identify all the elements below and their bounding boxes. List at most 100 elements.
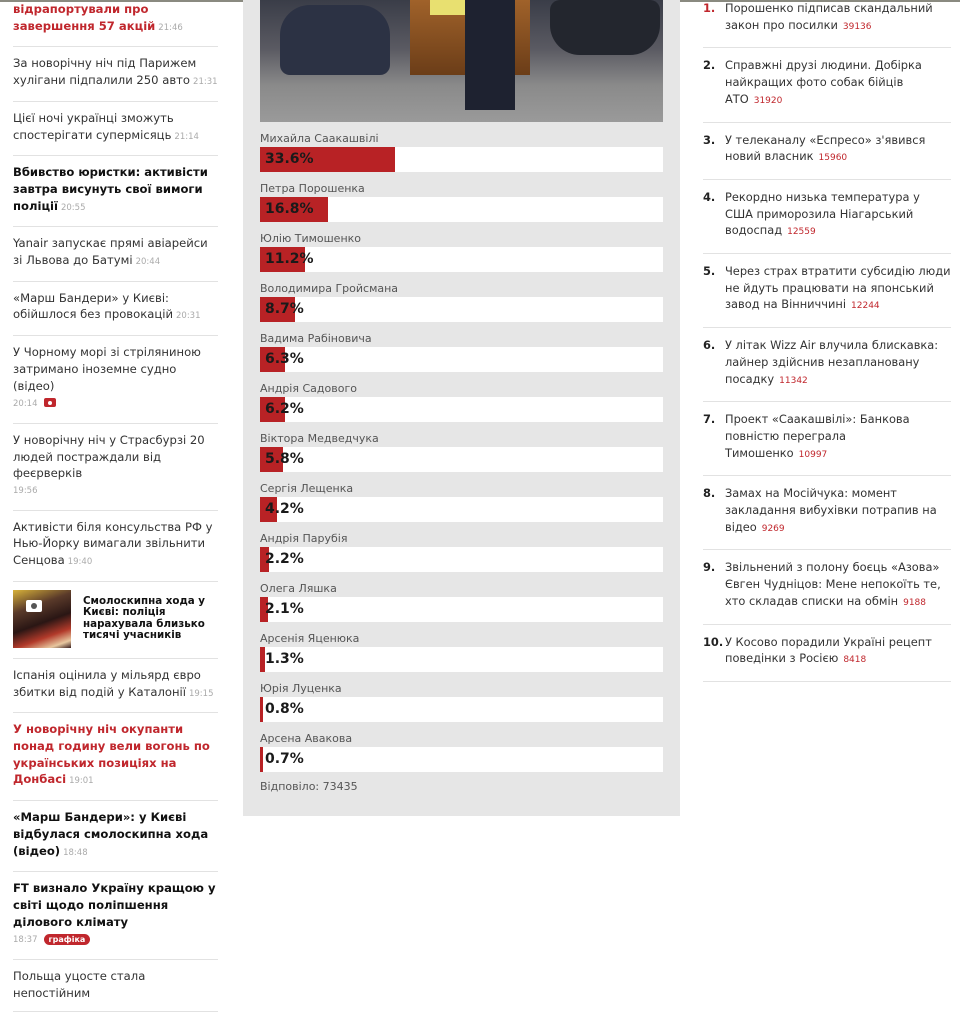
news-item[interactable]: Yanair запускає прямі авіарейси зі Львов…	[13, 227, 218, 282]
news-feed: відрапортували про завершення 57 акцій 21…	[13, 0, 218, 1012]
poll-bar-fill	[260, 197, 328, 222]
news-title[interactable]: У новорічну ніч окупанти понад годину ве…	[13, 722, 210, 787]
news-title[interactable]: У Чорному морі зі стріляниною затримано …	[13, 345, 201, 393]
news-time: 20:31	[176, 311, 201, 322]
news-title[interactable]: Смолоскипна хода у Києві: поліція нараху…	[83, 594, 206, 642]
top-news-title[interactable]: Через страх втратити субсидію люди не йд…	[725, 264, 951, 312]
poll-results: Михайла Саакашвілі 33.6% Петра Порошенка 16…	[243, 0, 680, 816]
news-tag[interactable]: графіка	[43, 934, 91, 946]
poll-answered-count: Відповіло: 73435	[260, 780, 358, 793]
poll-option: Юлію Тимошенко 11.2%	[260, 222, 663, 272]
poll-option-name: Юрія Луценка	[260, 682, 342, 695]
top-news-item[interactable]: 2. Справжні друзі людини. Добірка найкращ…	[703, 53, 951, 123]
top-news-body[interactable]: Рекордно низька температура у США примор…	[725, 189, 951, 241]
poll-option: Андрія Садового 6.2%	[260, 372, 663, 422]
top-news-title[interactable]: Замах на Мосійчука: момент закладання ви…	[725, 486, 937, 534]
top-news-body[interactable]: Звільнений з полону боєць «Азова» Євген …	[725, 559, 951, 611]
news-item[interactable]: Цієї ночі українці зможуть спостерігати …	[13, 102, 218, 157]
top-news-body[interactable]: Справжні друзі людини. Добірка найкращих…	[725, 57, 951, 109]
poll-bar-track: 0.8%	[260, 697, 663, 722]
poll-bar-fill	[260, 747, 263, 772]
top-news-item[interactable]: 1. Порошенко підписав скандальний закон п…	[703, 0, 951, 49]
news-item[interactable]: У Чорному морі зі стріляниною затримано …	[13, 336, 218, 424]
top-news-title[interactable]: Звільнений з полону боєць «Азова» Євген …	[725, 560, 941, 608]
poll-option: Олега Ляшка 2.1%	[260, 572, 663, 622]
top-news-title[interactable]: У літак Wizz Air влучила блискавка: лайн…	[725, 338, 939, 386]
news-item[interactable]: FT визнало Україну кращою у світі щодо п…	[13, 872, 218, 961]
news-title[interactable]: Вбивство юристки: активісти завтра висун…	[13, 165, 208, 213]
news-item[interactable]: Іспанія оцінила у мільярд євро збитки ві…	[13, 659, 218, 714]
top-news-title[interactable]: У Косово порадили Україні рецепт поведін…	[725, 634, 932, 666]
news-title[interactable]: «Марш Бандери» у Києві: обійшлося без пр…	[13, 290, 173, 322]
poll-option-name: Вадима Рабіновича	[260, 332, 372, 345]
poll-bar-fill	[260, 297, 296, 322]
poll-percent: 0.8%	[265, 701, 304, 717]
news-item[interactable]: У новорічну ніч у Страсбурзі 20 людей по…	[13, 424, 218, 511]
poll-bar-track: 4.2%	[260, 497, 663, 522]
news-time: 21:31	[193, 77, 218, 88]
news-title[interactable]: FT визнало Україну кращою у світі щодо п…	[13, 881, 216, 929]
poll-bar-track: 6.3%	[260, 347, 663, 372]
poll-bar-fill	[260, 447, 284, 472]
rank-number: 2.	[703, 58, 716, 73]
top-news-body[interactable]: Через страх втратити субсидію люди не йд…	[725, 263, 951, 315]
news-title[interactable]: Польща уцосте стала непостійним	[13, 969, 146, 1000]
poll-option-name: Олега Ляшка	[260, 582, 337, 595]
top-news-title[interactable]: Рекордно низька температура у США примор…	[725, 189, 920, 238]
top-news-title[interactable]: У телеканалу «Еспресо» з'явився новий вл…	[725, 132, 926, 164]
top-news-item[interactable]: 10. У Косово порадили Україні рецепт пове…	[703, 630, 951, 682]
news-item[interactable]: «Марш Бандери» у Києві: обійшлося без пр…	[13, 282, 218, 337]
top-news-body[interactable]: Замах на Мосійчука: момент закладання ви…	[725, 485, 951, 537]
news-title[interactable]: Іспанія оцінила у мільярд євро збитки ві…	[13, 667, 201, 699]
news-title[interactable]: Цієї ночі українці зможуть спостерігати …	[13, 110, 174, 142]
top-news-item[interactable]: 7. Проект «Саакашвілі»: Банкова повністю …	[703, 407, 951, 477]
news-item[interactable]: За новорічну ніч під Парижем хулігани пі…	[13, 47, 218, 102]
poll-options: Михайла Саакашвілі 33.6% Петра Порошенка 16…	[260, 122, 663, 772]
poll-bar-track: 33.6%	[260, 147, 663, 172]
news-title[interactable]: За новорічну ніч під Парижем хулігани пі…	[13, 56, 197, 88]
news-item[interactable]: Смолоскипна хода у Києві: поліція нараху…	[13, 582, 218, 659]
rank-number: 3.	[703, 132, 716, 147]
news-time: 18:48	[63, 847, 88, 858]
view-count: 9269	[761, 523, 785, 534]
top-news-item[interactable]: 4. Рекордно низька температура у США прим…	[703, 185, 951, 255]
news-time: 19:40	[67, 557, 93, 568]
top-news-item[interactable]: 6. У літак Wizz Air влучила блискавка: ла…	[703, 333, 951, 403]
poll-percent: 2.2%	[265, 551, 304, 567]
top-news-body[interactable]: У Косово порадили Україні рецепт поведін…	[725, 634, 951, 669]
news-title[interactable]: У новорічну ніч у Страсбурзі 20 людей по…	[13, 432, 205, 481]
poll-percent: 6.2%	[265, 401, 304, 417]
news-item[interactable]: Польща уцосте стала непостійним	[13, 960, 218, 1012]
news-title[interactable]: «Марш Бандери»: у Києві відбулася смолос…	[13, 810, 209, 858]
poll-percent: 33.6%	[265, 151, 314, 167]
news-item[interactable]: У новорічну ніч окупанти понад годину ве…	[13, 713, 218, 802]
news-title[interactable]: Yanair запускає прямі авіарейси зі Львов…	[13, 236, 208, 268]
top-news-item[interactable]: 5. Через страх втратити субсидію люди не …	[703, 259, 951, 329]
top-news-item[interactable]: 9. Звільнений з полону боєць «Азова» Євге…	[703, 555, 951, 625]
poll-option: Сергія Лещенка 4.2%	[260, 472, 663, 522]
view-count: 10997	[798, 449, 828, 460]
camera-icon	[43, 398, 56, 408]
poll-option: Юрія Луценка 0.8%	[260, 672, 663, 722]
top-news-title[interactable]: Проект «Саакашвілі»: Банкова повністю пе…	[725, 412, 910, 460]
top-news-body[interactable]: У літак Wizz Air влучила блискавка: лайн…	[725, 337, 951, 389]
top-news-body[interactable]: Проект «Саакашвілі»: Банкова повністю пе…	[725, 411, 951, 463]
poll-option: Арсена Авакова 0.7%	[260, 722, 663, 772]
news-title[interactable]: відрапортували про завершення 57 акцій	[13, 2, 156, 33]
news-item[interactable]: відрапортували про завершення 57 акцій 21…	[13, 0, 218, 48]
poll-bar-track: 6.2%	[260, 397, 663, 422]
news-time: 19:56	[13, 486, 38, 497]
news-item[interactable]: Активісти біля консульства РФ у Нью-Йорк…	[13, 511, 218, 582]
news-item[interactable]: Вбивство юристки: активісти завтра висун…	[13, 156, 218, 228]
news-title[interactable]: Активісти біля консульства РФ у Нью-Йорк…	[13, 519, 213, 568]
news-thumbnail[interactable]	[13, 589, 71, 648]
news-time: 20:14	[13, 399, 38, 410]
top-news-title[interactable]: Порошенко підписав скандальний закон про…	[725, 1, 933, 32]
top-news-item[interactable]: 8. Замах на Мосійчука: момент закладання …	[703, 481, 951, 551]
top-news-title[interactable]: Справжні друзі людини. Добірка найкращих…	[725, 58, 922, 106]
top-news-body[interactable]: У телеканалу «Еспресо» з'явився новий вл…	[725, 132, 951, 167]
news-item[interactable]: «Марш Бандери»: у Києві відбулася смолос…	[13, 801, 218, 873]
top-news-item[interactable]: 3. У телеканалу «Еспресо» з'явився новий …	[703, 128, 951, 180]
top-news-body[interactable]: Порошенко підписав скандальний закон про…	[725, 0, 951, 35]
view-count: 39136	[842, 21, 872, 32]
